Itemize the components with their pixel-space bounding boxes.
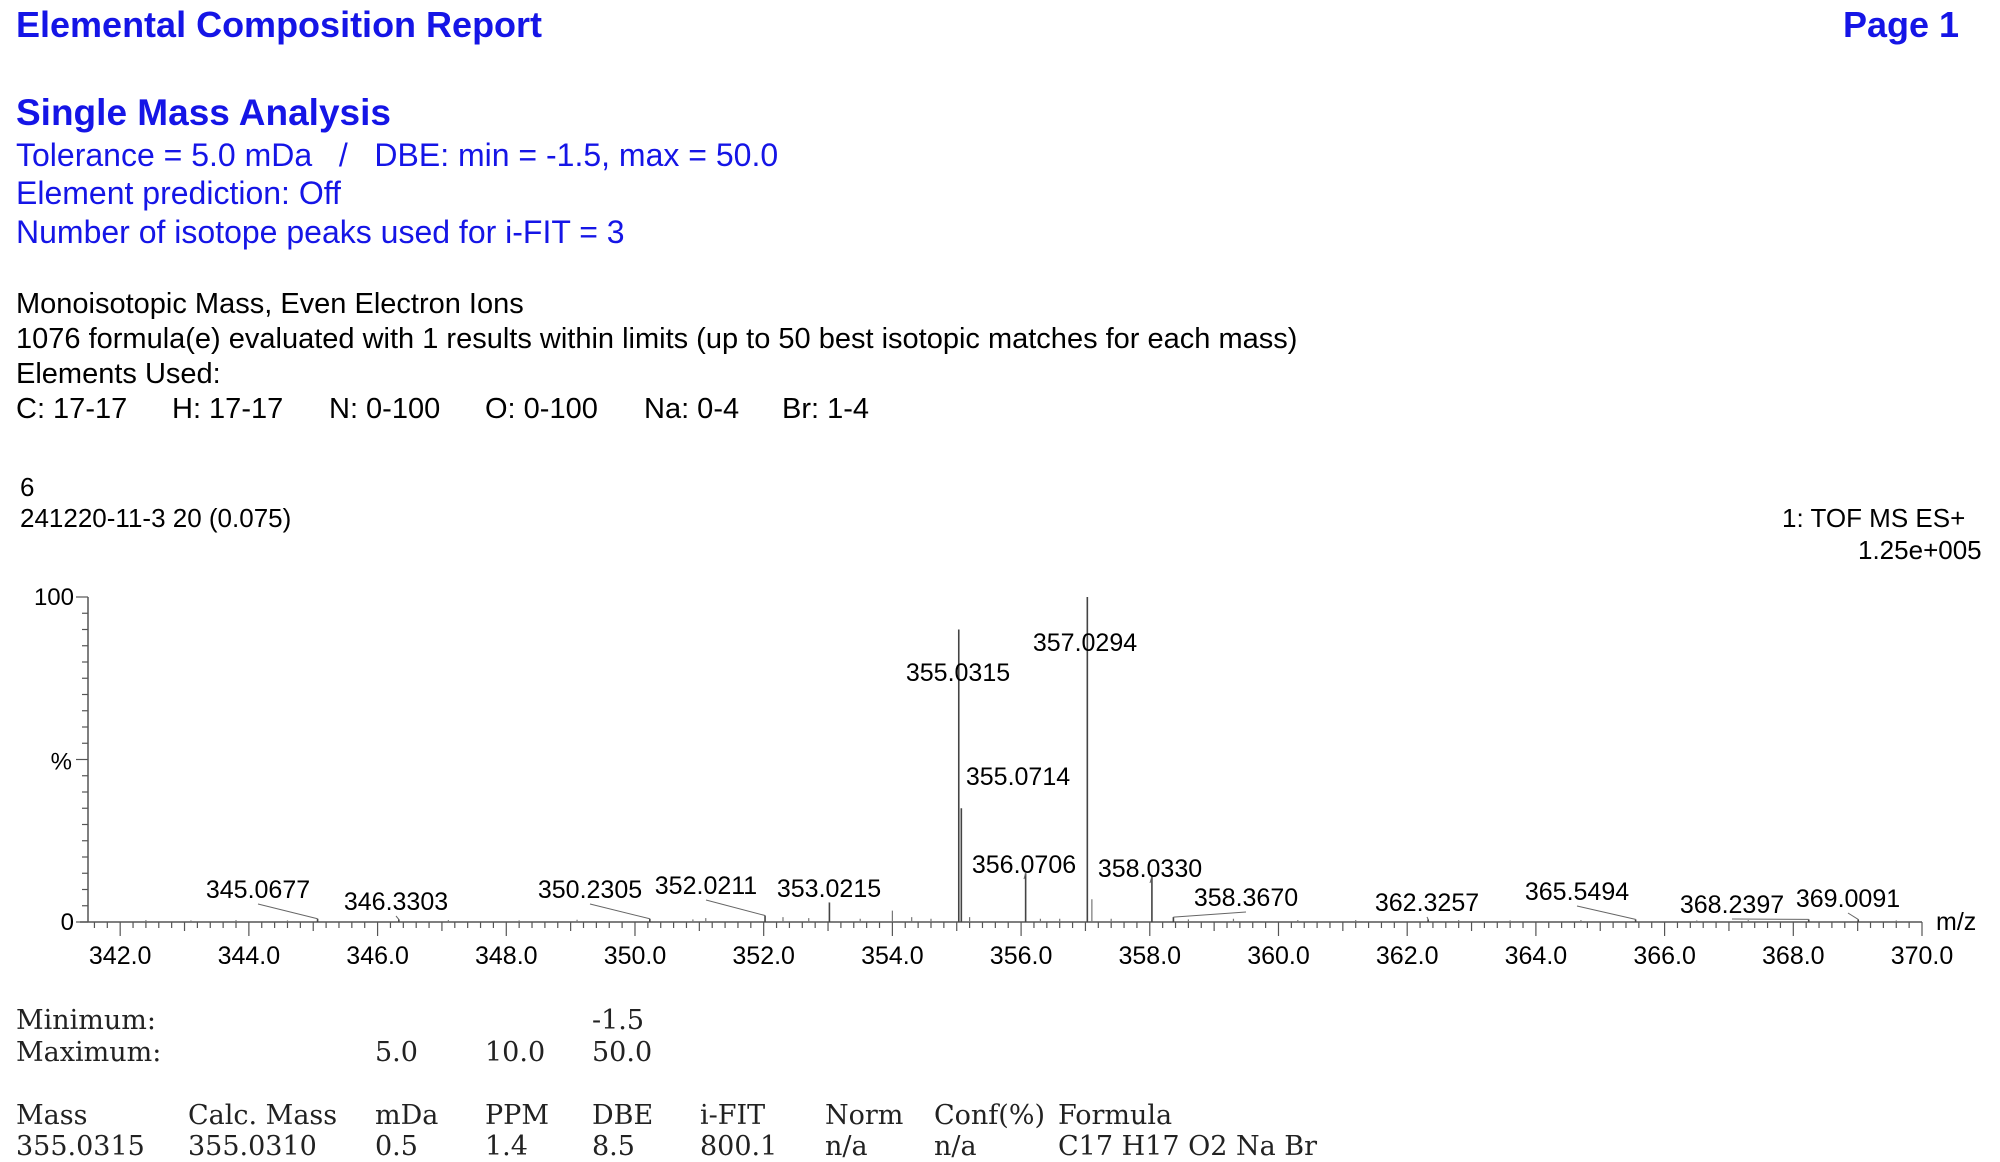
x-tick-label: 364.0 (1505, 942, 1568, 970)
x-tick-label: 362.0 (1376, 942, 1439, 970)
isotope-peaks-line: Number of isotope peaks used for i-FIT =… (16, 214, 625, 251)
x-tick-label: 358.0 (1119, 942, 1182, 970)
peak-label: 357.0294 (1033, 629, 1137, 657)
report-title: Elemental Composition Report (16, 4, 542, 46)
x-tick-label: 360.0 (1247, 942, 1310, 970)
peak-label: 368.2397 (1680, 891, 1784, 919)
x-tick-label: 348.0 (475, 942, 538, 970)
x-axis-label: m/z (1936, 908, 1976, 936)
result-mda: 0.5 (375, 1131, 418, 1162)
mass-type: Monoisotopic Mass, Even Electron Ions (16, 288, 524, 321)
peak-leader (396, 916, 399, 919)
x-tick-label: 366.0 (1633, 942, 1696, 970)
peak-label: 358.3670 (1194, 884, 1298, 912)
x-tick-label: 356.0 (990, 942, 1053, 970)
peak-leader (1427, 917, 1428, 919)
x-tick-label: 352.0 (732, 942, 795, 970)
y-tick-label-0: 0 (61, 909, 74, 936)
col-header-norm: Norm (825, 1100, 903, 1131)
maximum-label: Maximum: (16, 1037, 161, 1068)
result-formula: C17 H17 O2 Na Br (1058, 1131, 1317, 1162)
result-mass: 355.0315 (16, 1131, 145, 1162)
peak-label: 355.0714 (966, 763, 1070, 791)
x-tick-label: 368.0 (1762, 942, 1825, 970)
peak-label: 365.5494 (1525, 878, 1629, 906)
maximum-dbe: 50.0 (592, 1037, 652, 1068)
peak-leader (1577, 906, 1636, 919)
result-calc-mass: 355.0310 (188, 1131, 317, 1162)
x-tick-label: 350.0 (604, 942, 667, 970)
x-tick-label: 370.0 (1891, 942, 1954, 970)
result-ifit: 800.1 (700, 1131, 777, 1162)
result-conf: n/a (934, 1131, 977, 1162)
element-range-n: N: 0-100 (329, 393, 440, 426)
analysis-heading: Single Mass Analysis (16, 92, 391, 134)
element-range-na: Na: 0-4 (644, 393, 739, 426)
result-ppm: 1.4 (485, 1131, 528, 1162)
mass-spectrum-chart: 0 100% 342.0 344.0 346.0 348.0 350.0 352.0 354.0… (0, 540, 2000, 990)
col-header-calc-mass: Calc. Mass (188, 1100, 337, 1131)
peak-label: 362.3257 (1375, 889, 1479, 917)
col-header-conf: Conf(%) (934, 1100, 1045, 1131)
tolerance-line: Tolerance = 5.0 mDa / DBE: min = -1.5, m… (16, 137, 778, 174)
element-range-h: H: 17-17 (172, 393, 283, 426)
evaluated-summary: 1076 formula(e) evaluated with 1 results… (16, 323, 1297, 356)
peak-label: 356.0706 (972, 851, 1076, 879)
element-range-br: Br: 1-4 (782, 393, 869, 426)
col-header-dbe: DBE (592, 1100, 653, 1131)
x-tick-label: 354.0 (861, 942, 924, 970)
x-tick-label: 346.0 (346, 942, 409, 970)
peak-label: 350.2305 (538, 876, 642, 904)
y-tick-label-100: 100 (34, 584, 74, 611)
elements-used-label: Elements Used: (16, 358, 221, 391)
peak-label: 345.0677 (206, 876, 310, 904)
peak-label: 369.0091 (1796, 885, 1900, 913)
col-header-formula: Formula (1058, 1100, 1172, 1131)
peak-leader (961, 791, 1018, 808)
minimum-label: Minimum: (16, 1005, 156, 1036)
peak-leader (590, 904, 650, 919)
result-norm: n/a (825, 1131, 868, 1162)
x-tick-label: 344.0 (218, 942, 281, 970)
page-number: Page 1 (1843, 4, 1959, 46)
minimum-dbe: -1.5 (592, 1005, 644, 1036)
element-range-o: O: 0-100 (485, 393, 598, 426)
col-header-mda: mDa (375, 1100, 438, 1131)
sample-id: 241220-11-3 20 (0.075) (20, 503, 291, 534)
peak-label: 353.0215 (777, 875, 881, 903)
peak-leader (1173, 912, 1246, 917)
peak-label: 358.0330 (1098, 855, 1202, 883)
peak-leader (706, 900, 765, 916)
peak-leader (258, 904, 318, 919)
maximum-ppm: 10.0 (485, 1037, 545, 1068)
acquisition-mode: 1: TOF MS ES+ (1782, 503, 1965, 534)
maximum-mda: 5.0 (375, 1037, 418, 1068)
col-header-ifit: i-FIT (700, 1100, 765, 1131)
peak-label: 352.0211 (655, 872, 757, 900)
y-axis-label: % (51, 749, 72, 776)
result-dbe: 8.5 (592, 1131, 635, 1162)
element-prediction: Element prediction: Off (16, 175, 341, 212)
col-header-mass: Mass (16, 1100, 87, 1131)
labeled-peaks: 345.0677 346.3303 350.2305 352.0211 353.0215… (206, 597, 1900, 922)
sample-number: 6 (20, 472, 34, 503)
peak-label: 346.3303 (344, 888, 448, 916)
col-header-ppm: PPM (485, 1100, 549, 1131)
x-tick-label: 342.0 (89, 942, 152, 970)
element-range-c: C: 17-17 (16, 393, 127, 426)
peak-label: 355.0315 (906, 659, 1010, 687)
peak-leader (1848, 913, 1858, 919)
